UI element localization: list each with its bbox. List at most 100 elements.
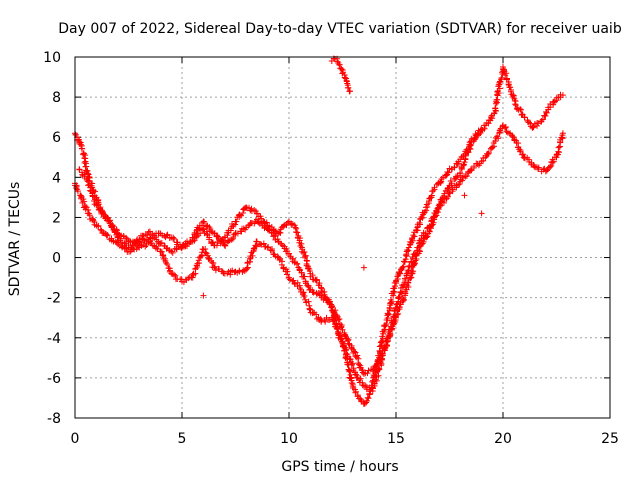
data-point	[410, 268, 417, 275]
data-point	[292, 224, 299, 231]
data-point	[301, 248, 308, 255]
data-point	[159, 252, 166, 259]
x-tick-label: 5	[178, 431, 187, 447]
data-point	[356, 361, 363, 368]
data-point	[310, 289, 317, 296]
data-point	[473, 132, 480, 139]
data-point	[474, 131, 481, 138]
data-point	[485, 151, 492, 158]
data-point	[498, 74, 505, 81]
data-point	[519, 111, 526, 118]
data-point	[395, 310, 402, 317]
y-tick-label: 4	[52, 170, 61, 186]
data-point	[391, 288, 398, 295]
data-point	[409, 254, 416, 261]
data-point	[337, 335, 344, 342]
data-point	[399, 284, 406, 291]
data-point	[136, 239, 143, 246]
data-point	[559, 130, 566, 137]
data-point	[403, 270, 410, 277]
y-tick-label: -8	[47, 411, 61, 427]
data-point	[463, 172, 470, 179]
data-point	[341, 74, 348, 81]
data-point	[502, 72, 509, 79]
data-point	[341, 347, 348, 354]
data-point	[222, 242, 229, 249]
y-axis-title: SDTVAR / TECUs	[7, 182, 23, 297]
data-point	[95, 222, 102, 229]
data-point	[258, 219, 265, 226]
data-point	[512, 102, 519, 109]
data-point	[104, 232, 111, 239]
data-point	[369, 367, 376, 374]
tick-labels: 0 5 10 15 20 25 -8 -6 -4 -2 0 2 4 6 8 10	[43, 50, 619, 447]
data-point	[543, 109, 550, 116]
y-tick-label: 8	[52, 90, 61, 106]
data-point	[252, 242, 259, 249]
data-point	[334, 58, 341, 65]
data-point	[257, 213, 264, 220]
data-point	[163, 232, 170, 239]
data-point	[518, 106, 525, 113]
data-point	[246, 204, 253, 211]
data-point	[238, 228, 245, 235]
data-point	[205, 254, 212, 261]
data-point	[383, 338, 390, 345]
data-point	[502, 125, 509, 132]
data-point	[126, 237, 133, 244]
data-point	[290, 277, 297, 284]
data-point	[94, 201, 101, 208]
data-point	[382, 322, 389, 329]
data-point	[349, 360, 356, 367]
data-point	[352, 371, 359, 378]
data-point	[363, 397, 370, 404]
data-point	[341, 344, 348, 351]
data-point	[438, 196, 445, 203]
data-point	[456, 181, 463, 188]
data-point	[500, 64, 506, 71]
data-point	[210, 260, 217, 267]
data-point	[445, 193, 452, 200]
data-point	[284, 219, 291, 226]
plot-points	[72, 55, 566, 407]
data-point	[550, 158, 557, 165]
data-point	[313, 311, 320, 318]
data-point	[212, 267, 219, 274]
data-point	[386, 304, 393, 311]
data-point	[260, 240, 267, 247]
data-point	[171, 235, 178, 242]
data-point	[338, 66, 345, 73]
data-point	[294, 260, 301, 267]
data-point	[555, 144, 562, 151]
x-tick-label: 15	[387, 431, 405, 447]
data-point	[357, 395, 364, 402]
data-point	[233, 218, 240, 225]
data-point	[547, 164, 554, 171]
data-point	[520, 151, 527, 158]
data-point	[171, 271, 178, 278]
data-point	[507, 84, 514, 91]
data-point	[338, 335, 345, 342]
data-point	[302, 296, 309, 303]
data-point	[360, 370, 367, 377]
data-point	[459, 177, 466, 184]
data-point	[387, 331, 394, 338]
data-point	[419, 214, 426, 221]
x-tick-label: 10	[280, 431, 298, 447]
data-point	[410, 232, 417, 239]
data-point	[265, 243, 272, 250]
data-point	[529, 124, 536, 131]
data-point	[77, 141, 84, 148]
data-point	[399, 295, 406, 302]
data-point	[346, 88, 353, 95]
data-point	[357, 375, 364, 382]
data-point	[339, 326, 346, 333]
data-point	[401, 259, 408, 266]
data-point	[267, 247, 274, 254]
data-point	[396, 293, 403, 300]
data-point	[400, 263, 407, 270]
data-point	[123, 234, 130, 241]
data-point	[280, 265, 287, 272]
data-point	[108, 235, 115, 242]
